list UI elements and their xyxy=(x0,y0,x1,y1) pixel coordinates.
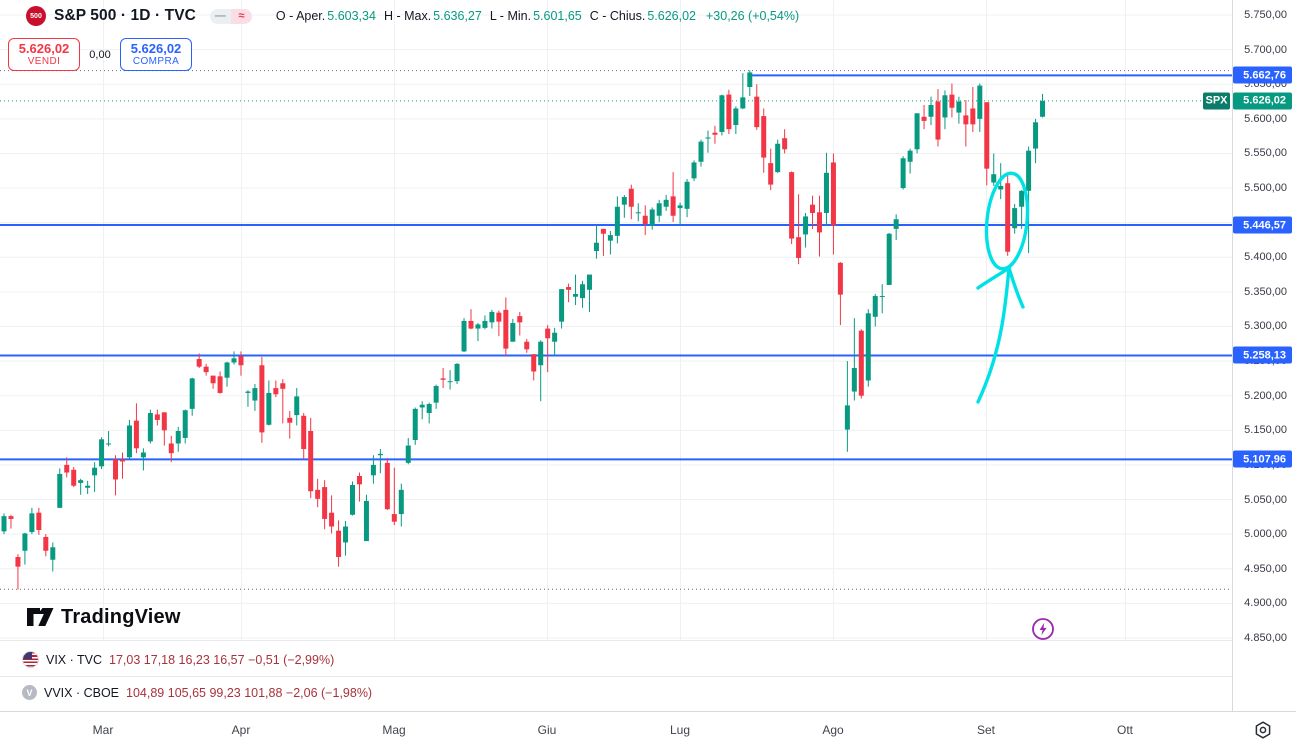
candlestick-chart[interactable] xyxy=(0,0,1232,711)
pane-separator[interactable] xyxy=(0,676,1296,677)
tradingview-logo-text: TradingView xyxy=(61,605,181,628)
ohlc-label: H - Max. xyxy=(383,9,432,23)
indicator-name: VIX · TVC xyxy=(46,652,103,667)
price-tick: 5.100,00 xyxy=(1244,458,1287,471)
chart-title[interactable]: S&P 500 · 1D · TVC xyxy=(54,7,196,24)
ohlc-label: L - Min. xyxy=(489,9,532,23)
month-label: Set xyxy=(976,722,996,737)
ohlc-label: C - Chius. xyxy=(589,9,646,23)
price-tick: 5.150,00 xyxy=(1244,424,1287,437)
lightning-icon[interactable] xyxy=(1031,617,1055,641)
price-tick: 5.750,00 xyxy=(1244,9,1287,21)
month-label: Ott xyxy=(1116,722,1134,737)
month-label: Mag xyxy=(382,722,406,737)
tradingview-logo[interactable]: TradingView xyxy=(26,604,181,630)
sell-button[interactable]: 5.626,02 VENDI xyxy=(8,38,80,71)
ohlc-change: +30,26 (+0,54%) xyxy=(705,9,800,23)
indicator-values: 17,03 17,18 16,23 16,57 xyxy=(109,652,245,667)
dash-chip-icon[interactable]: — xyxy=(209,8,231,24)
tradingview-logo-icon xyxy=(27,608,54,626)
price-tick: 5.300,00 xyxy=(1244,320,1287,333)
price-tick: 5.700,00 xyxy=(1244,43,1287,56)
ohlc-value: 5.603,34 xyxy=(327,9,376,23)
indicator-row-vix[interactable]: VIX · TVC 17,03 17,18 16,23 16,57 −0,51 … xyxy=(22,651,334,668)
time-axis[interactable]: Mar Apr Mag Giu Lug Ago Set Ott xyxy=(0,711,1296,746)
price-tick: 5.550,00 xyxy=(1244,147,1287,160)
chart-settings-icon[interactable] xyxy=(1251,718,1275,742)
price-tick: 5.250,00 xyxy=(1244,355,1287,368)
buy-button[interactable]: 5.626,02 COMPRA xyxy=(120,38,192,71)
buy-price: 5.626,02 xyxy=(130,40,182,56)
ohlc-value: 5.626,02 xyxy=(647,9,696,23)
v-circle-icon: V xyxy=(22,685,37,700)
ohlc-label: O - Aper. xyxy=(275,9,326,23)
price-tick: 4.950,00 xyxy=(1244,562,1287,575)
approx-chip-icon[interactable]: ≈ xyxy=(230,8,252,24)
price-tick: 5.050,00 xyxy=(1244,493,1287,506)
indicator-change: −2,06 (−1,98%) xyxy=(285,685,373,700)
trade-panel: 5.626,02 VENDI 0,00 5.626,02 COMPRA xyxy=(8,38,192,71)
sell-price: 5.626,02 xyxy=(18,40,70,56)
ohlc-legend: O - Aper. 5.603,34 H - Max. 5.636,27 L - Min… xyxy=(276,9,799,23)
ohlc-value: 5.601,65 xyxy=(533,9,582,23)
price-tick: 5.650,00 xyxy=(1244,78,1287,91)
ohlc-value: 5.636,27 xyxy=(433,9,482,23)
indicator-name: VVIX · CBOE xyxy=(44,685,120,700)
price-tick: 4.850,00 xyxy=(1244,631,1287,644)
us-flag-icon xyxy=(22,651,39,668)
month-label: Lug xyxy=(669,722,691,737)
buy-label: COMPRA xyxy=(132,56,180,68)
month-label: Ago xyxy=(822,722,844,737)
price-tick: 5.600,00 xyxy=(1244,112,1287,125)
price-tick: 5.350,00 xyxy=(1244,285,1287,298)
price-tick: 4.900,00 xyxy=(1244,597,1287,610)
price-axis[interactable]: 5.750,00 5.700,00 5.650,00 5.600,00 5.550,00… xyxy=(1232,0,1296,711)
month-label: Mar xyxy=(92,722,114,737)
symbol-logo: 500 xyxy=(26,6,46,26)
price-tick: 5.200,00 xyxy=(1244,389,1287,402)
month-label: Apr xyxy=(231,722,251,737)
sell-label: VENDI xyxy=(27,56,61,68)
indicator-row-vvix[interactable]: V VVIX · CBOE 104,89 105,65 99,23 101,88… xyxy=(22,685,372,700)
spread-value: 0,00 xyxy=(89,48,111,61)
price-tick: 5.400,00 xyxy=(1244,251,1287,264)
price-tick: 5.500,00 xyxy=(1244,182,1287,195)
month-label: Giu xyxy=(537,722,557,737)
pane-separator[interactable] xyxy=(0,640,1296,641)
spx-close-tag: SPX xyxy=(1203,92,1230,110)
indicator-change: −0,51 (−2,99%) xyxy=(248,652,335,667)
freehand-annotation[interactable] xyxy=(976,171,1032,404)
price-tick: 5.000,00 xyxy=(1244,528,1287,541)
price-tick: 5.450,00 xyxy=(1244,216,1287,229)
indicator-values: 104,89 105,65 99,23 101,88 xyxy=(126,685,283,700)
